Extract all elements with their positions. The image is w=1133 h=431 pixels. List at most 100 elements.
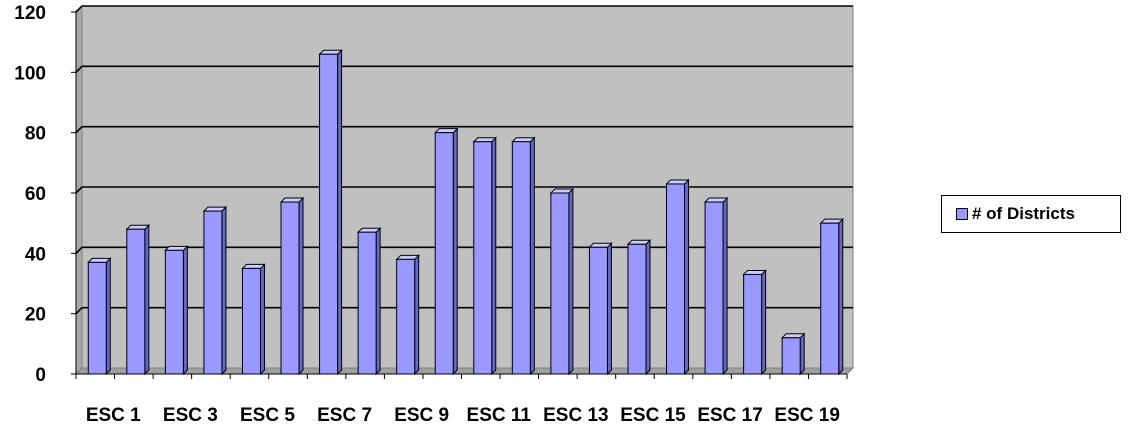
bar-side	[606, 242, 612, 376]
bar	[356, 227, 382, 376]
bar-front	[588, 246, 608, 375]
bar	[87, 257, 112, 376]
bar	[279, 196, 305, 376]
bar-top	[588, 242, 613, 248]
x-tick-label: ESC 17	[697, 405, 762, 426]
x-tick-label: ESC 1	[86, 405, 141, 426]
bar-top	[780, 333, 806, 339]
x-tick-label: ESC 11	[467, 405, 532, 426]
bar-side	[761, 269, 767, 376]
x-tick-label: ESC 13	[543, 405, 608, 426]
x-tick-label: ESC 15	[620, 405, 686, 426]
bar	[819, 217, 844, 376]
gridline-diag	[75, 126, 83, 134]
bar-side	[529, 136, 535, 376]
bar-front	[280, 201, 300, 375]
bar-front	[704, 201, 724, 375]
bar-front	[627, 243, 647, 375]
bar-top	[202, 206, 228, 212]
bar-top	[164, 245, 189, 251]
y-tick-label: 20	[25, 305, 46, 326]
y-tick-label: 120	[14, 3, 46, 24]
bar-side	[221, 205, 227, 376]
bar-top	[703, 197, 729, 203]
bar	[511, 136, 536, 376]
bar-front	[241, 267, 261, 375]
bar-front	[164, 249, 184, 375]
bar-front	[666, 183, 686, 375]
bar-front	[434, 132, 454, 375]
bar-front	[126, 228, 146, 375]
legend: # of Districts	[941, 195, 1121, 233]
y-tick-label: 80	[25, 124, 46, 145]
y-tick-label: 40	[25, 244, 46, 265]
y-tick-label: 60	[25, 184, 46, 205]
y-tick-label: 0	[35, 365, 46, 386]
x-tick-labels: ESC 1 ESC 3 ESC 5 ESC 7 ESC 9 ESC 11 ESC 13 ESC…	[86, 405, 840, 426]
bar-side	[568, 187, 574, 376]
bar-side	[375, 227, 381, 376]
bar-side	[799, 332, 805, 376]
bar	[626, 239, 652, 376]
bar-front	[820, 222, 840, 375]
bar-top	[472, 137, 497, 143]
gridline-diag	[75, 246, 83, 254]
plot-floor	[74, 367, 855, 375]
bar-front	[203, 210, 223, 375]
legend-swatch	[956, 208, 968, 220]
x-tick-label: ESC 9	[394, 405, 449, 426]
x-tick-label: ESC 7	[317, 405, 372, 426]
bar	[241, 263, 266, 376]
legend-label: # of Districts	[972, 204, 1075, 223]
bar-top	[279, 197, 305, 203]
bar	[318, 49, 343, 376]
bar-side	[414, 254, 420, 376]
bar	[549, 187, 575, 376]
bar-side	[491, 136, 497, 376]
bar-front	[511, 141, 531, 375]
bar	[588, 242, 613, 376]
bar-top	[356, 227, 382, 233]
bar-side	[452, 127, 458, 376]
bar	[202, 205, 228, 376]
bar-side	[645, 239, 651, 376]
bar-top	[549, 188, 575, 194]
gridline-diag	[75, 186, 83, 194]
bar	[780, 332, 806, 376]
bar-front	[319, 53, 339, 375]
y-tick-label: 100	[14, 63, 46, 84]
bar-side	[337, 49, 343, 376]
bar-side	[684, 178, 690, 376]
bar-side	[259, 263, 265, 376]
bar-top	[742, 269, 767, 275]
bar-top	[434, 128, 459, 134]
bar	[665, 178, 690, 376]
bar-top	[318, 49, 343, 55]
bar-top	[665, 179, 690, 185]
x-tick-label: ESC 19	[774, 405, 839, 426]
bar-top	[87, 257, 112, 263]
bar-front	[357, 231, 377, 375]
bar	[164, 245, 189, 376]
bar	[742, 269, 767, 376]
bar-side	[182, 245, 188, 376]
bar	[125, 223, 151, 376]
gridline-diag	[75, 65, 83, 73]
bars	[87, 49, 844, 376]
bar	[395, 254, 420, 376]
bar	[472, 136, 497, 376]
bar	[434, 127, 459, 376]
bar-front	[550, 192, 570, 375]
bar-front	[473, 141, 493, 375]
bar-front	[743, 273, 763, 375]
bar-top	[395, 254, 420, 260]
bar-front	[781, 337, 801, 375]
y-tick-labels: 0 20 40 60 80 100 120	[14, 3, 76, 386]
bar-front	[87, 261, 107, 375]
bar-side	[298, 196, 304, 376]
gridline-diag	[75, 5, 83, 13]
bar-side	[105, 257, 111, 376]
bar-side	[838, 217, 844, 376]
bar-side	[144, 223, 150, 376]
bar-top	[125, 224, 151, 230]
